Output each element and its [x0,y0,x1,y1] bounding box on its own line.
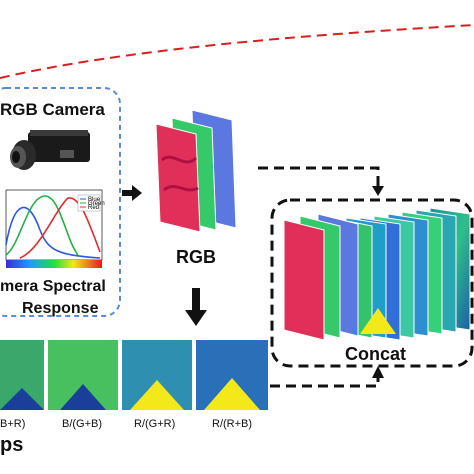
red-frame [155,123,201,233]
rgb-stack [155,109,237,233]
concat-label: Concat [345,344,407,364]
camera-title: RGB Camera [0,100,105,119]
spectral-plot: Blue Green Red [5,189,105,268]
dashed-red-arc [0,24,474,79]
map-label-3: R/(G+R) [134,418,176,430]
concat-box [270,198,474,368]
map-label-2: B/(G+B) [62,418,103,430]
arrow-camera-to-rgb [122,185,142,201]
map-label-1: B+R) [0,418,26,430]
legend-blue: Blue [88,197,101,203]
dashed-arrow-rgb-to-concat [258,166,380,186]
spectral-response-line2: Response [22,300,99,317]
blue-curve [5,206,101,259]
green-curve [5,195,79,256]
spectral-response-line1: mera Spectral [0,278,106,295]
red-curve [19,197,101,259]
ratio-maps [0,340,268,410]
legend-red: Red [88,205,99,211]
camera-icon [10,130,90,170]
dashed-arrow-maps-to-concat [270,376,380,388]
maps-title-fragment: ps [0,434,24,456]
map-label-4: R/(R+B) [212,418,253,430]
rgb-stack-label: RGB [176,247,216,267]
camera-box [0,87,121,317]
arrow-rgb-to-maps [185,288,207,326]
concat-stack [283,207,471,341]
legend-green: Green [88,201,105,207]
